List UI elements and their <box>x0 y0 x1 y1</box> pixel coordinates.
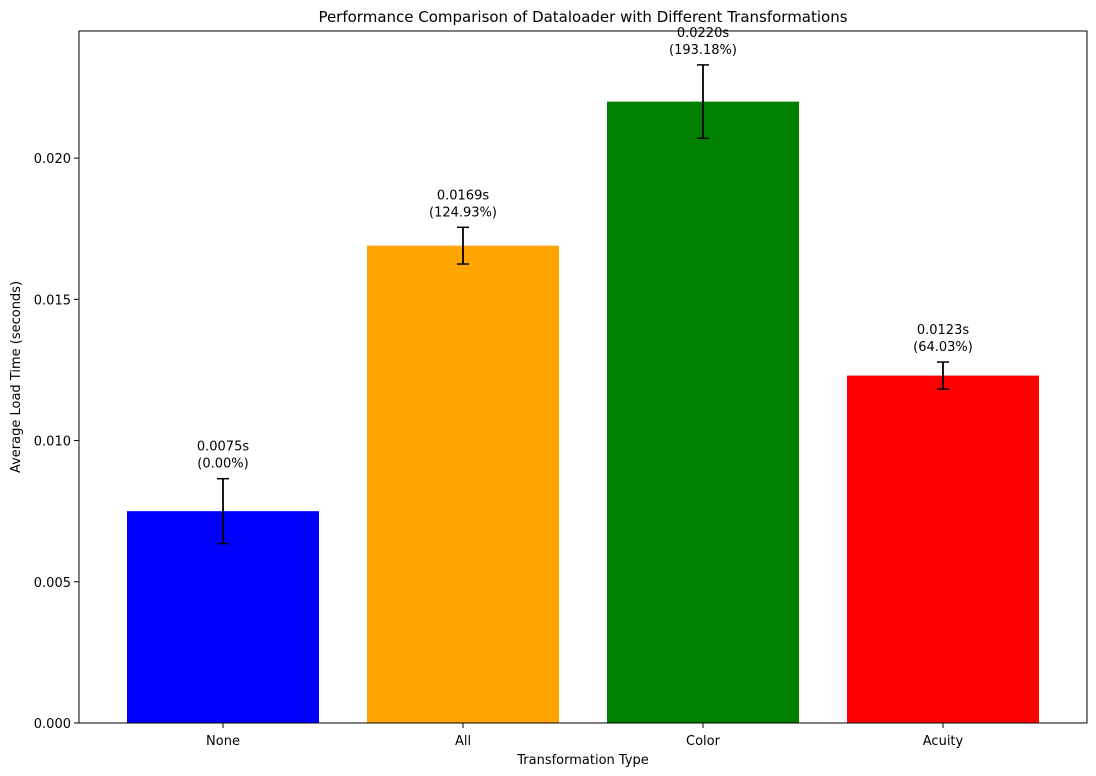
x-axis-label: Transformation Type <box>516 753 649 768</box>
y-tick-label: 0.000 <box>34 717 71 732</box>
value-label-color: 0.0220s <box>677 26 729 41</box>
chart-title: Performance Comparison of Dataloader wit… <box>318 8 847 26</box>
error-bar-acuity <box>937 361 949 390</box>
value-label-none: 0.0075s <box>197 440 249 455</box>
y-axis: 0.000 0.005 0.010 0.015 0.020 <box>34 152 79 732</box>
x-tick-label: Acuity <box>923 734 964 749</box>
bar-color <box>607 101 799 723</box>
plot-area: 0.0075s (0.00%) 0.0169s (124.93%) 0.0220s (19… <box>78 26 1088 724</box>
y-tick-label: 0.010 <box>34 435 71 450</box>
percent-label-none: (0.00%) <box>197 457 248 472</box>
x-tick-label: All <box>455 734 471 749</box>
value-label-all: 0.0169s <box>437 188 489 203</box>
error-bars <box>217 64 949 545</box>
percent-label-acuity: (64.03%) <box>913 340 973 355</box>
error-bar-none <box>217 477 229 545</box>
percent-label-color: (193.18%) <box>669 43 737 58</box>
x-tick-label: None <box>206 734 240 749</box>
y-tick-label: 0.015 <box>34 293 71 308</box>
data-labels: 0.0075s (0.00%) 0.0169s (124.93%) 0.0220s (19… <box>197 26 973 472</box>
bar-acuity <box>847 375 1039 723</box>
y-tick-label: 0.005 <box>34 576 71 591</box>
bars <box>127 101 1039 723</box>
plot-frame <box>78 30 1088 724</box>
bar-none <box>127 511 319 723</box>
bar-all <box>367 245 559 723</box>
value-label-acuity: 0.0123s <box>917 323 969 338</box>
y-axis-label: Average Load Time (seconds) <box>9 281 24 473</box>
error-bar-all <box>457 226 469 265</box>
x-axis: None All Color Acuity <box>206 723 964 749</box>
x-tick-label: Color <box>686 734 721 749</box>
y-tick-label: 0.020 <box>34 152 71 167</box>
error-bar-color <box>697 64 709 140</box>
percent-label-all: (124.93%) <box>429 205 497 220</box>
